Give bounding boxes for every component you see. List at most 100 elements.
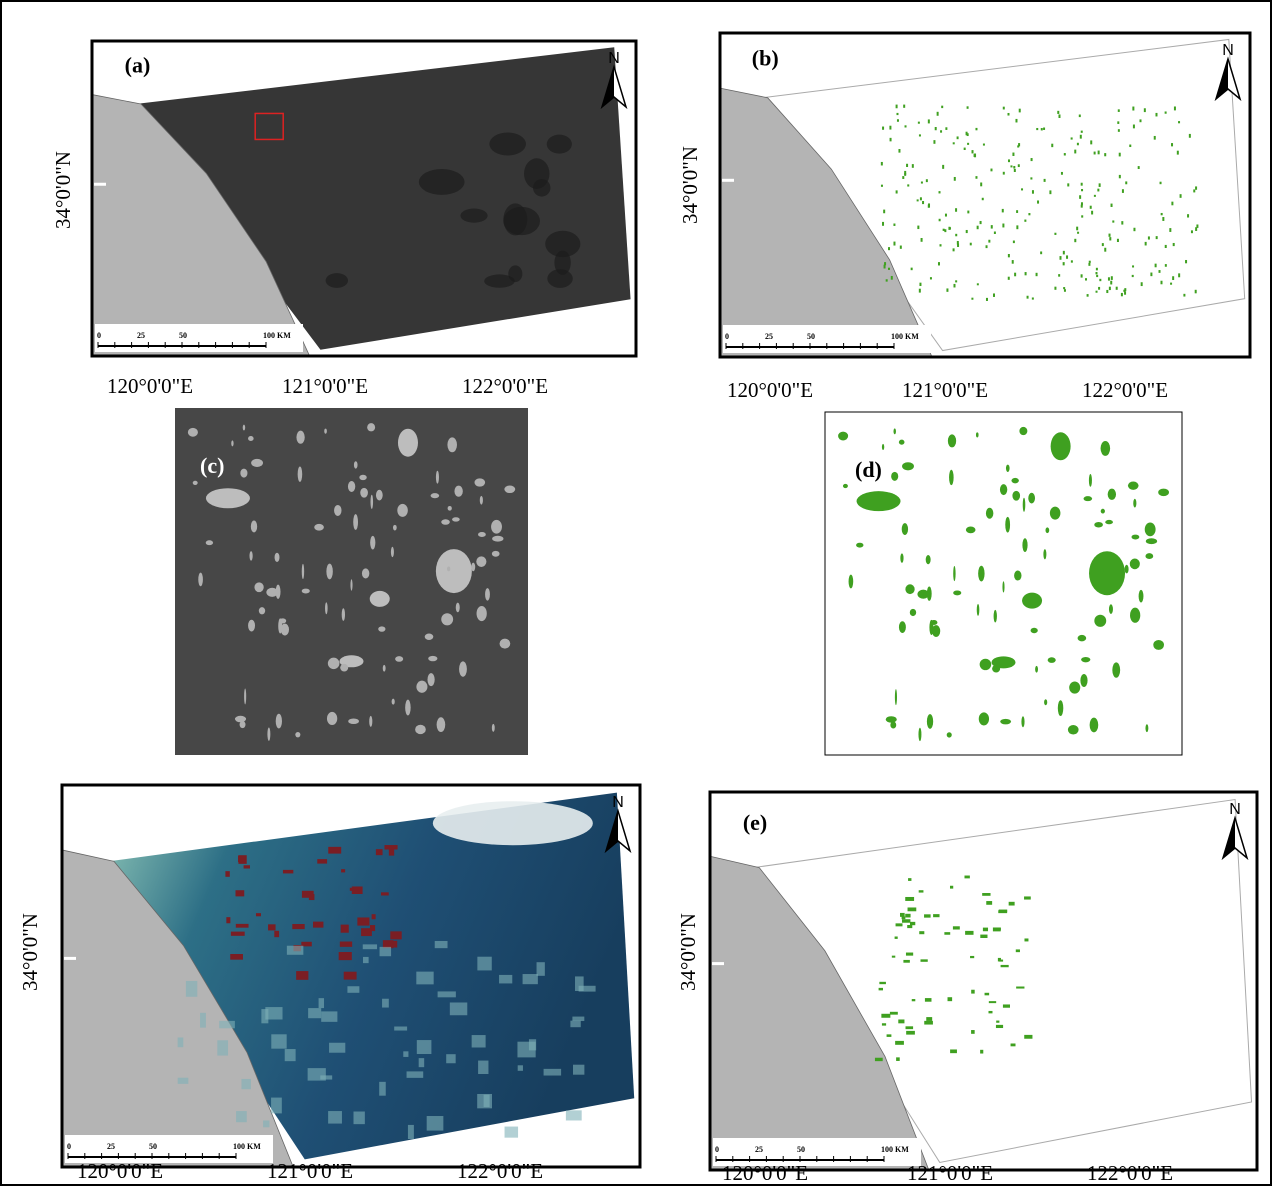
algae-pixel: [1079, 115, 1081, 118]
algae-pixel: [980, 182, 982, 186]
lon-label: 120°0'0"E: [722, 1161, 808, 1185]
algae-streak: [302, 564, 304, 579]
algae-pixel: [1187, 214, 1189, 217]
algae-pixel: [1081, 131, 1083, 133]
algae-pixel: [1150, 273, 1152, 277]
algae-pixel: [1054, 287, 1056, 290]
algae-streak: [1031, 628, 1038, 633]
algae-pixel: [1165, 111, 1167, 113]
algae-pixel: [921, 182, 923, 184]
lat-tick: [712, 962, 724, 965]
algae-pixel: [975, 176, 977, 179]
algae-pixel: [1089, 261, 1091, 263]
algae-streak: [392, 699, 395, 705]
algae-pixel: [1191, 230, 1193, 233]
algae-red: [372, 914, 376, 919]
algae-streak: [882, 444, 884, 450]
cloud: [433, 801, 593, 845]
algae-pixel: [907, 184, 909, 186]
algae-streak: [1045, 527, 1049, 533]
algae-streak: [251, 521, 257, 533]
algae-streak: [1006, 465, 1010, 472]
algae-pixel: [967, 211, 969, 214]
algae-streak: [478, 532, 486, 537]
algae-pixel: [1154, 136, 1156, 140]
algae-red: [376, 849, 383, 855]
algae-pixel: [1066, 255, 1068, 258]
algae-streak: [902, 523, 908, 535]
algae-pixel: [1096, 275, 1098, 277]
scale-label: 100 KM: [881, 1145, 909, 1154]
algae-streak: [1023, 498, 1026, 512]
algae-pixel: [1118, 109, 1120, 112]
algae-pixel: [986, 245, 988, 248]
panel-label: (d): [97, 803, 124, 828]
algae-pixel: [1013, 241, 1015, 244]
algae-pixel: [998, 958, 1001, 962]
algae-pixel: [924, 914, 931, 917]
algae-pixel: [986, 901, 992, 905]
turbid: [347, 986, 359, 993]
algae-pixel: [1185, 260, 1187, 263]
algae-pixel: [905, 125, 907, 127]
algae-streak: [314, 524, 324, 531]
algae-streak: [447, 437, 457, 452]
algae-pixel: [898, 1019, 904, 1023]
scale-label: 100 KM: [891, 332, 919, 341]
algae-pixel: [1025, 272, 1027, 275]
algae-streak: [905, 584, 914, 594]
algae-red: [231, 932, 245, 936]
algae-pixel: [1169, 228, 1171, 232]
algae-streak: [1069, 681, 1080, 693]
algae-streak: [383, 665, 386, 672]
turbid: [408, 1125, 414, 1139]
algae-pixel: [1099, 183, 1101, 187]
algae-pixel: [993, 927, 1001, 931]
algae-pixel: [1106, 290, 1108, 293]
lat-tick: [64, 957, 76, 960]
algae-streak: [1084, 496, 1093, 501]
algae-patch: [1022, 593, 1042, 609]
algae-streak: [1130, 608, 1140, 623]
algae-streak: [1000, 719, 1011, 725]
algae-pixel: [954, 177, 956, 181]
algae-pixel: [1111, 204, 1113, 207]
algae-pixel: [1024, 1035, 1032, 1039]
algae-pixel: [922, 201, 924, 204]
dark-patch: [547, 269, 572, 288]
algae-pixel: [1178, 121, 1180, 123]
algae-pixel: [1118, 129, 1120, 132]
map-panel: (b)N02550100 KM34°0'0"N120°0'0"E121°0'0"…: [678, 33, 1250, 402]
algae-pixel: [1111, 276, 1113, 280]
turbid: [537, 962, 545, 976]
lon-label: 120°0'0"E: [727, 378, 813, 402]
scale-label: 50: [797, 1145, 805, 1154]
algae-streak: [416, 681, 427, 693]
algae-pixel: [1104, 248, 1106, 252]
algae-pixel: [1099, 279, 1101, 281]
algae-pixel: [1054, 233, 1056, 235]
algae-pixel: [888, 247, 890, 250]
algae-pixel: [996, 1025, 1003, 1028]
algae-pixel: [928, 205, 930, 208]
algae-pixel: [1071, 137, 1073, 139]
algae-streak: [1043, 549, 1046, 559]
algae-pixel: [1155, 113, 1157, 117]
algae-pixel: [1015, 119, 1017, 123]
turbid: [328, 1111, 342, 1124]
algae-pixel: [1122, 189, 1124, 193]
algae-pixel: [1061, 172, 1063, 175]
algae-red: [236, 890, 245, 896]
algae-pixel: [1030, 177, 1032, 179]
turbid: [321, 1011, 337, 1021]
algae-patch: [398, 429, 418, 457]
algae-pixel: [882, 222, 884, 226]
algae-streak: [978, 566, 984, 582]
algae-streak: [947, 732, 952, 737]
turbid: [446, 1054, 455, 1063]
algae-red: [292, 924, 304, 929]
algae-pixel: [1144, 108, 1146, 112]
algae-patch: [436, 549, 472, 593]
algae-pixel: [921, 238, 923, 242]
algae-pixel: [1001, 965, 1009, 967]
